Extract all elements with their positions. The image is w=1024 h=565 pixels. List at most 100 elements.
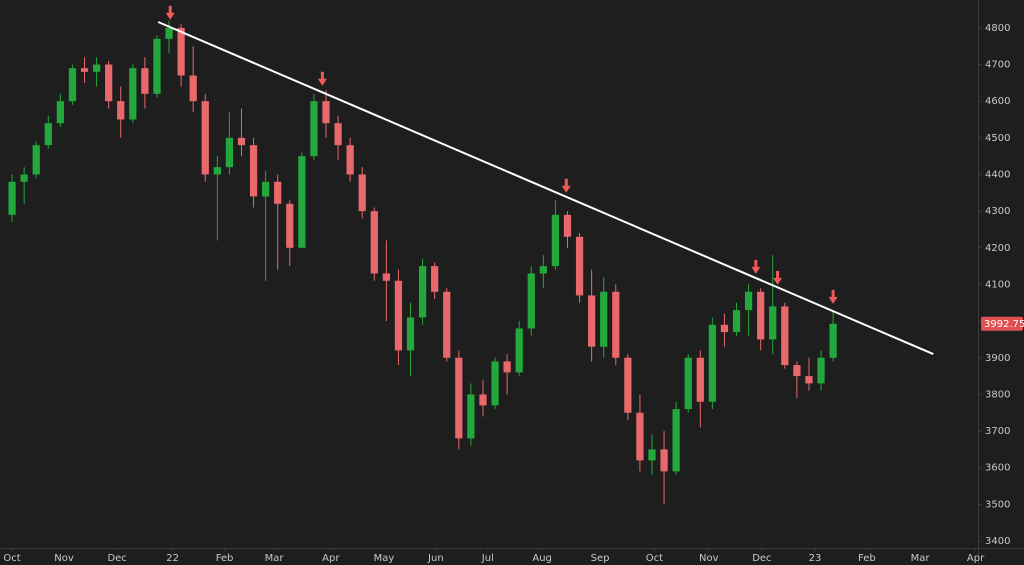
candle-body bbox=[274, 181, 282, 204]
y-tick-label: 4300 bbox=[985, 206, 1010, 217]
y-tick-label: 4400 bbox=[985, 169, 1010, 180]
y-tick-label: 4500 bbox=[985, 133, 1010, 144]
x-tick-label: Oct bbox=[3, 553, 20, 564]
candle-body bbox=[575, 236, 584, 296]
candle-body bbox=[805, 376, 813, 384]
candle-body bbox=[479, 394, 487, 406]
x-tick-label: Mar bbox=[265, 553, 285, 564]
candle-body bbox=[829, 323, 837, 358]
candle-body bbox=[80, 68, 89, 72]
candle-body bbox=[394, 280, 403, 351]
candle-body bbox=[624, 357, 632, 413]
x-tick-label: May bbox=[374, 553, 395, 564]
candle-body bbox=[600, 291, 608, 347]
y-tick-label: 4200 bbox=[985, 243, 1010, 254]
candle-body bbox=[213, 167, 221, 175]
candle-body bbox=[105, 64, 113, 102]
y-tick-label: 4100 bbox=[985, 279, 1010, 290]
candle-body bbox=[322, 101, 330, 124]
y-tick-label: 3700 bbox=[985, 426, 1010, 437]
trendline bbox=[157, 21, 934, 356]
candle-body bbox=[431, 266, 439, 292]
candle-body bbox=[310, 101, 318, 157]
candle-body bbox=[684, 357, 692, 410]
x-tick-label: Apr bbox=[322, 553, 340, 564]
x-tick-label: Feb bbox=[216, 553, 234, 564]
x-tick-label: Dec bbox=[107, 553, 126, 564]
candle-body bbox=[370, 211, 378, 274]
x-tick-label: Aug bbox=[532, 553, 552, 564]
candle-body bbox=[44, 123, 52, 146]
candle-body bbox=[588, 295, 596, 347]
candle-body bbox=[781, 306, 789, 366]
candle-body bbox=[68, 68, 77, 102]
x-tick-label: Dec bbox=[752, 553, 771, 564]
last-price-label: 3992.75 bbox=[984, 319, 1024, 330]
candle-body bbox=[720, 324, 729, 333]
candle-body bbox=[56, 101, 64, 124]
candle-body bbox=[286, 203, 294, 248]
candle-body bbox=[8, 181, 16, 215]
x-tick-label: Nov bbox=[54, 553, 74, 564]
candle-body bbox=[467, 394, 475, 439]
candle-body bbox=[406, 317, 415, 351]
candle-body bbox=[732, 310, 741, 333]
x-tick-label: Oct bbox=[646, 553, 663, 564]
candle-body bbox=[153, 38, 161, 94]
candle-body bbox=[769, 306, 777, 340]
x-tick-label: Sep bbox=[591, 553, 610, 564]
y-tick-label: 3800 bbox=[985, 389, 1010, 400]
candle-body bbox=[491, 361, 499, 406]
candle-body bbox=[672, 409, 680, 472]
candle-body bbox=[358, 174, 366, 212]
candle-body bbox=[515, 328, 523, 373]
x-tick-label: Nov bbox=[699, 553, 719, 564]
candle-body bbox=[648, 449, 656, 461]
x-tick-label: Mar bbox=[911, 553, 931, 564]
candle-body bbox=[201, 101, 209, 175]
candle-body bbox=[189, 75, 197, 102]
peak-arrow bbox=[165, 5, 175, 20]
candle-body bbox=[141, 68, 149, 94]
candle-body bbox=[165, 27, 173, 39]
candle-body bbox=[563, 214, 572, 237]
candle-body bbox=[262, 181, 270, 197]
peak-arrow bbox=[751, 259, 761, 274]
candle-body bbox=[539, 266, 547, 274]
peak-arrow bbox=[828, 289, 838, 304]
peak-arrow bbox=[317, 71, 327, 86]
candle-body bbox=[527, 273, 535, 329]
y-tick-label: 4700 bbox=[985, 60, 1010, 71]
y-tick-label: 3500 bbox=[985, 499, 1010, 510]
candle-body bbox=[334, 123, 342, 146]
x-tick-label: Jun bbox=[427, 553, 444, 564]
candle-body bbox=[92, 64, 101, 72]
y-tick-label: 3400 bbox=[985, 536, 1010, 547]
candle-body bbox=[708, 324, 716, 402]
candle-body bbox=[249, 145, 258, 197]
candle-body bbox=[817, 357, 825, 384]
x-tick-label: Apr bbox=[967, 553, 985, 564]
y-tick-label: 4600 bbox=[985, 96, 1010, 107]
candle-body bbox=[793, 365, 801, 377]
candle-body bbox=[455, 357, 463, 439]
candle-body bbox=[177, 27, 185, 76]
candle-body bbox=[744, 291, 753, 311]
candle-body bbox=[551, 214, 560, 267]
x-tick-label: Jul bbox=[481, 553, 494, 564]
y-tick-label: 4800 bbox=[985, 23, 1010, 34]
candle-body bbox=[418, 266, 427, 318]
peak-arrow bbox=[561, 178, 571, 193]
x-tick-label: 23 bbox=[809, 553, 822, 564]
candle-body bbox=[225, 137, 234, 168]
candle-body bbox=[382, 273, 390, 281]
x-tick-label: Feb bbox=[858, 553, 876, 564]
candle-body bbox=[660, 449, 668, 472]
last-price-box bbox=[981, 316, 1023, 331]
candle-body bbox=[117, 101, 125, 120]
candle-body bbox=[443, 291, 451, 358]
candle-body bbox=[129, 68, 137, 120]
